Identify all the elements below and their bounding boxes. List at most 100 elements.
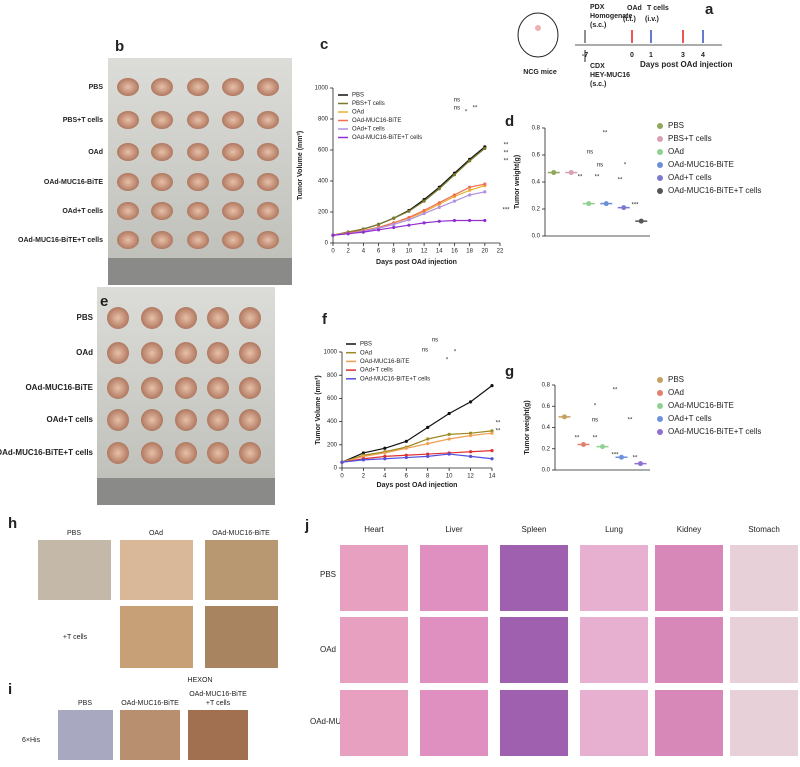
legend-label: OAd bbox=[360, 350, 372, 356]
tumor bbox=[175, 307, 197, 329]
row-label: OAd bbox=[76, 348, 93, 357]
mean-point bbox=[603, 201, 609, 207]
series-line bbox=[341, 450, 493, 463]
column-label: +T cells bbox=[206, 700, 231, 707]
row-label: OAd-MUC16-BiTE+T cells bbox=[18, 237, 103, 244]
x-tick-label: 12 bbox=[467, 474, 474, 480]
series-line bbox=[332, 147, 486, 236]
y-axis-label: Tumor Volume (mm³) bbox=[315, 375, 322, 444]
y-tick-label: 0.0 bbox=[532, 234, 541, 240]
panel-label: c bbox=[320, 36, 328, 53]
tumor-icon bbox=[535, 25, 541, 31]
legend-swatch bbox=[657, 162, 663, 168]
mean-point bbox=[638, 461, 643, 467]
histology-image bbox=[655, 617, 723, 683]
column-label: OAd bbox=[149, 530, 163, 537]
data-point bbox=[426, 425, 430, 429]
legend-label: OAd-MUC16-BiTE+T cells bbox=[352, 135, 422, 141]
legend-label: OAd-MUC16-BiTE bbox=[668, 160, 734, 169]
tumor bbox=[257, 78, 279, 96]
data-point bbox=[407, 209, 411, 213]
panel-label: h bbox=[8, 515, 17, 532]
y-axis-label: Tumor weight(g) bbox=[514, 155, 521, 209]
histology-image bbox=[205, 540, 278, 600]
tumor bbox=[117, 78, 139, 96]
cdx-label: HEY-MUC16 bbox=[590, 72, 630, 79]
tumor bbox=[222, 231, 244, 249]
histology-image bbox=[500, 617, 568, 683]
data-point bbox=[383, 454, 387, 458]
row-label: PBS bbox=[320, 570, 336, 579]
y-tick-label: 400 bbox=[327, 419, 338, 425]
day-label: 3 bbox=[681, 52, 685, 59]
panel-label: g bbox=[505, 363, 514, 380]
tumor bbox=[187, 111, 209, 129]
column-label: Liver bbox=[445, 525, 463, 534]
data-point bbox=[404, 439, 408, 443]
data-point bbox=[490, 429, 494, 433]
y-tick-label: 0.4 bbox=[532, 180, 541, 186]
legend-label: OAd-MUC16-BiTE bbox=[360, 359, 409, 365]
data-point bbox=[490, 449, 494, 453]
mean-point bbox=[621, 205, 627, 211]
data-point bbox=[468, 218, 472, 223]
tumor bbox=[141, 377, 163, 399]
data-point bbox=[376, 222, 381, 226]
legend-label: OAd+T cells bbox=[360, 368, 393, 374]
significance: * bbox=[454, 350, 457, 356]
column-label: PBS bbox=[78, 700, 92, 707]
data-point bbox=[483, 146, 487, 151]
data-point bbox=[346, 232, 350, 236]
cdx-label: (s.c.) bbox=[590, 81, 606, 88]
tumor bbox=[117, 143, 139, 161]
significance: *** bbox=[611, 453, 619, 459]
data-point bbox=[361, 230, 365, 234]
pdx-label: PDX bbox=[590, 4, 605, 11]
tumor bbox=[187, 173, 209, 191]
histology-image bbox=[420, 690, 488, 756]
day-label: 4 bbox=[701, 52, 705, 59]
day-label: 0 bbox=[630, 52, 634, 59]
x-tick-label: 4 bbox=[362, 249, 366, 255]
mouse-icon bbox=[517, 12, 559, 58]
data-point bbox=[404, 453, 408, 457]
data-point bbox=[437, 187, 441, 191]
data-point bbox=[383, 451, 387, 455]
route-label: (i.v.) bbox=[645, 16, 659, 23]
row-label: 6×His bbox=[22, 737, 41, 744]
significance: ns bbox=[432, 338, 438, 344]
histology-image bbox=[580, 690, 648, 756]
x-tick-label: 0 bbox=[331, 249, 335, 255]
data-point bbox=[426, 437, 430, 441]
tumor bbox=[239, 442, 261, 464]
significance: ** bbox=[504, 159, 509, 165]
legend-swatch bbox=[657, 149, 663, 155]
tumor bbox=[151, 231, 173, 249]
panel-label: i bbox=[8, 681, 12, 698]
histology-image bbox=[340, 617, 408, 683]
x-tick-label: 14 bbox=[436, 249, 443, 255]
column-label: PBS bbox=[67, 530, 81, 537]
significance: ns bbox=[597, 163, 603, 169]
significance: * bbox=[624, 163, 627, 169]
significance: ns bbox=[454, 98, 460, 104]
tumor bbox=[175, 442, 197, 464]
legend-swatch bbox=[657, 188, 663, 194]
data-point bbox=[422, 208, 426, 213]
day-label: 1 bbox=[649, 52, 653, 59]
ruler bbox=[97, 478, 275, 505]
histology-image bbox=[205, 606, 278, 668]
tumor bbox=[175, 342, 197, 364]
histology-image bbox=[188, 710, 248, 760]
tumor bbox=[151, 78, 173, 96]
significance: ns bbox=[454, 106, 460, 112]
data-point bbox=[490, 384, 494, 388]
column-label: OAd-MUC16-BiTE bbox=[189, 691, 247, 698]
row-label: OAd bbox=[88, 149, 103, 156]
significance: *** bbox=[631, 203, 639, 209]
tumor bbox=[187, 231, 209, 249]
tumor bbox=[257, 111, 279, 129]
significance: * bbox=[465, 110, 468, 116]
data-point bbox=[392, 225, 396, 230]
significance: ** bbox=[496, 421, 501, 427]
